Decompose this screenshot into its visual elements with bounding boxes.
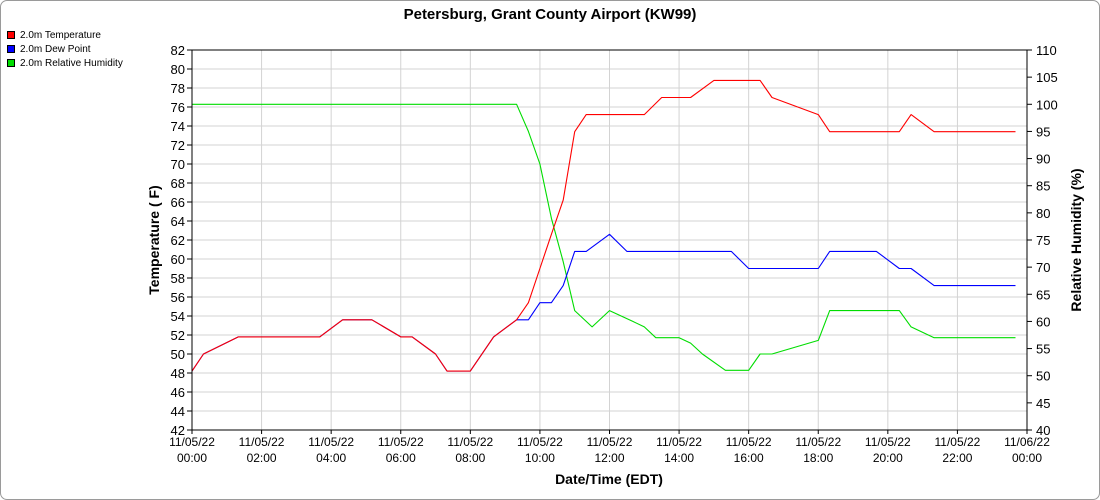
series-line-2-0m-relative-humidity: [192, 103, 1016, 371]
series-line-2-0m-dew-point: [191, 233, 1016, 372]
right-tick-label: 70: [1036, 260, 1050, 275]
series-line-2-0m-temperature: [191, 79, 1016, 372]
left-tick-label: 52: [171, 328, 185, 343]
left-tick-label: 64: [171, 214, 185, 229]
x-tick-date-label: 11/05/22: [865, 435, 911, 449]
right-tick-label: 55: [1036, 342, 1050, 357]
left-tick-label: 72: [171, 138, 185, 153]
right-tick-label: 45: [1036, 396, 1050, 411]
x-tick-time-label: 00:00: [177, 451, 207, 465]
right-axis-label: Relative Humidity (%): [1068, 168, 1084, 311]
series-layer: [191, 79, 1016, 372]
left-tick-label: 80: [171, 62, 185, 77]
x-tick-date-label: 11/05/22: [447, 435, 493, 449]
legend: 2.0m Temperature 2.0m Dew Point 2.0m Relat…: [7, 28, 123, 70]
x-tick-time-label: 20:00: [873, 451, 903, 465]
right-tick-label: 65: [1036, 287, 1050, 302]
right-axis: 40 45 50 55 60 65 70 75 80 85 90 95 100 105 110: [1027, 43, 1058, 438]
grid: [191, 49, 1028, 431]
chart-title: Petersburg, Grant County Airport (KW99): [404, 6, 697, 23]
x-tick-time-label: 00:00: [1012, 451, 1042, 465]
left-tick-label: 74: [171, 119, 185, 134]
x-tick-time-label: 22:00: [942, 451, 972, 465]
left-tick-label: 82: [171, 43, 185, 58]
x-tick-time-label: 08:00: [455, 451, 485, 465]
legend-item: 2.0m Relative Humidity: [7, 56, 123, 70]
right-tick-label: 80: [1036, 206, 1050, 221]
legend-swatch: [7, 31, 15, 39]
left-tick-label: 48: [171, 366, 185, 381]
left-axis-label: Temperature ( F): [146, 185, 162, 294]
left-tick-label: 54: [171, 309, 185, 324]
legend-swatch: [7, 59, 15, 67]
x-tick-time-label: 04:00: [316, 451, 346, 465]
x-tick-time-label: 02:00: [247, 451, 277, 465]
right-tick-label: 75: [1036, 233, 1050, 248]
right-tick-label: 50: [1036, 369, 1050, 384]
x-tick-date-label: 11/05/22: [378, 435, 424, 449]
legend-label: 2.0m Temperature: [20, 29, 101, 41]
right-tick-label: 105: [1036, 70, 1058, 85]
x-axis: 11/05/22 00:00 11/05/22 02:00 11/05/22 04:00 1…: [169, 430, 1050, 465]
x-tick-date-label: 11/05/22: [935, 435, 981, 449]
left-tick-label: 42: [171, 423, 185, 438]
left-tick-label: 62: [171, 233, 185, 248]
left-tick-label: 58: [171, 271, 185, 286]
right-tick-label: 100: [1036, 97, 1058, 112]
legend-label: 2.0m Dew Point: [20, 43, 91, 55]
x-tick-date-label: 11/05/22: [656, 435, 702, 449]
x-tick-time-label: 18:00: [803, 451, 833, 465]
left-tick-label: 44: [171, 404, 185, 419]
x-axis-label: Date/Time (EDT): [555, 471, 663, 487]
legend-label: 2.0m Relative Humidity: [20, 57, 123, 69]
right-tick-label: 90: [1036, 152, 1050, 167]
left-tick-label: 68: [171, 176, 185, 191]
left-tick-label: 50: [171, 347, 185, 362]
x-tick-date-label: 11/05/22: [795, 435, 841, 449]
legend-item: 2.0m Dew Point: [7, 42, 123, 56]
left-tick-label: 66: [171, 195, 185, 210]
x-tick-date-label: 11/06/22: [1004, 435, 1050, 449]
left-tick-label: 60: [171, 252, 185, 267]
legend-item: 2.0m Temperature: [7, 28, 123, 42]
x-tick-date-label: 11/05/22: [726, 435, 772, 449]
x-tick-time-label: 06:00: [386, 451, 416, 465]
x-tick-date-label: 11/05/22: [517, 435, 563, 449]
right-tick-label: 95: [1036, 124, 1050, 139]
x-tick-date-label: 11/05/22: [587, 435, 633, 449]
x-tick-time-label: 10:00: [525, 451, 555, 465]
left-tick-label: 70: [171, 157, 185, 172]
left-tick-label: 76: [171, 100, 185, 115]
left-tick-label: 78: [171, 81, 185, 96]
legend-swatch: [7, 45, 15, 53]
x-tick-time-label: 12:00: [594, 451, 624, 465]
x-tick-date-label: 11/05/22: [239, 435, 285, 449]
x-tick-time-label: 14:00: [664, 451, 694, 465]
x-tick-date-label: 11/05/22: [308, 435, 354, 449]
right-tick-label: 85: [1036, 179, 1050, 194]
x-tick-date-label: 11/05/22: [169, 435, 215, 449]
left-tick-label: 56: [171, 290, 185, 305]
right-tick-label: 40: [1036, 423, 1050, 438]
right-tick-label: 110: [1036, 43, 1057, 58]
left-tick-label: 46: [171, 385, 185, 400]
left-axis: 42 44 46 48 50 52 54 56 58 60 62 64 66 68 70 72 74 76 78 80…: [171, 43, 192, 438]
right-tick-label: 60: [1036, 314, 1050, 329]
x-tick-time-label: 16:00: [734, 451, 764, 465]
